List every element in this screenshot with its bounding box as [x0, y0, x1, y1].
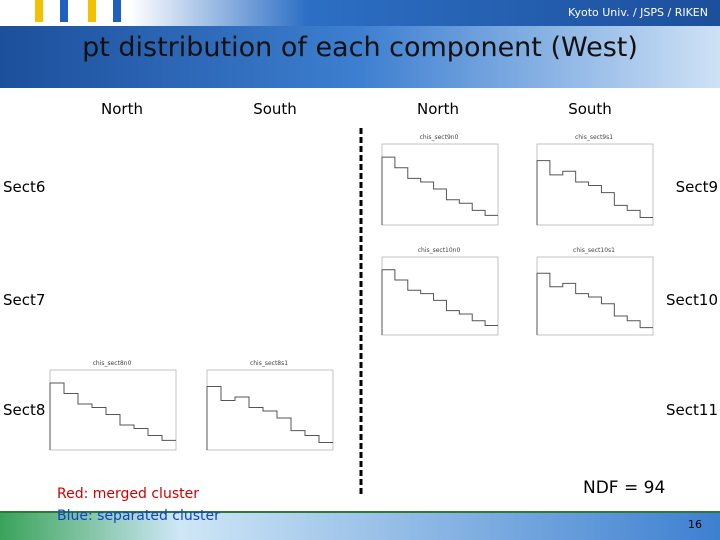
histogram-thumbnail: chis_sect9s1	[536, 134, 654, 226]
row-label: Sect7	[3, 291, 46, 309]
row-label: Sect11	[666, 401, 718, 419]
histogram-thumbnail: chis_sect8n0	[49, 360, 177, 451]
histogram-thumbnail: chis_sect9n0	[381, 134, 499, 226]
histogram-thumbnail: chis_sect10s1	[536, 247, 654, 336]
plot-title: chis_sect9s1	[575, 134, 613, 141]
column-header: North	[101, 100, 143, 118]
column-header: South	[253, 100, 297, 118]
histogram-thumbnail: chis_sect10n0	[381, 247, 499, 336]
legend-red: Red: merged cluster	[57, 486, 199, 502]
legend-blue: Blue: separated cluster	[57, 508, 220, 524]
page-number: 16	[688, 518, 702, 531]
plot-title: chis_sect10s1	[573, 247, 615, 254]
row-label: Sect6	[3, 178, 46, 196]
plot-title: chis_sect10n0	[418, 247, 461, 254]
plot-title: chis_sect9n0	[420, 134, 459, 141]
histogram-thumbnail: chis_sect8s1	[206, 360, 334, 451]
slide-title: pt distribution of each component (West)	[82, 32, 638, 63]
plot-title: chis_sect8n0	[93, 360, 132, 367]
ndf: NDF = 94	[583, 478, 666, 498]
row-label: Sect9	[675, 178, 718, 196]
row-label: Sect10	[666, 291, 718, 309]
row-label: Sect8	[3, 401, 46, 419]
column-header: South	[568, 100, 612, 118]
affiliation: Kyoto Univ. / JSPS / RIKEN	[568, 6, 708, 19]
column-header: North	[417, 100, 459, 118]
plot-title: chis_sect8s1	[250, 360, 288, 367]
